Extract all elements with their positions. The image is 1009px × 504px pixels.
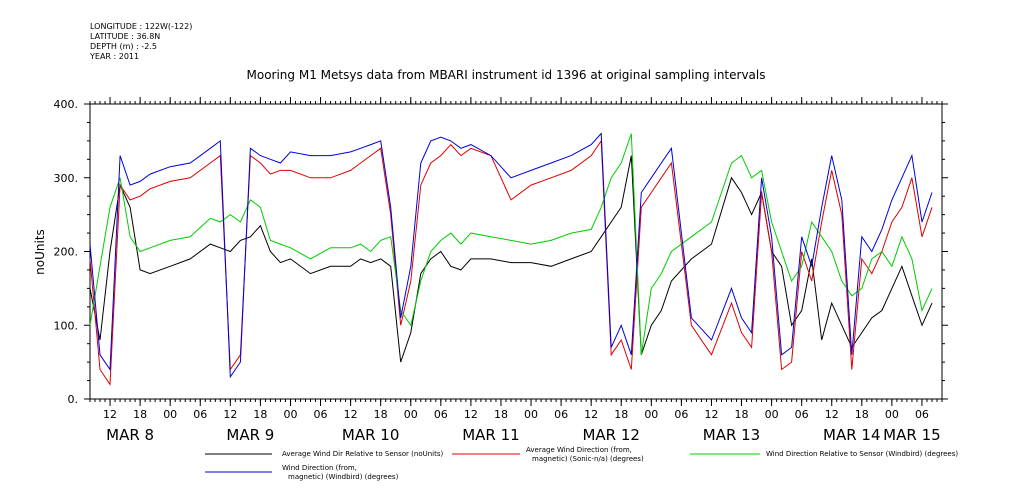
x-tick-label: 00 (524, 408, 538, 421)
x-tick-label: 18 (374, 408, 388, 421)
meta-longitude: LONGITUDE : 122W(-122) (90, 22, 193, 31)
y-tick-label: 400. (54, 98, 79, 111)
legend-label: Wind Direction Relative to Sensor (Windb… (766, 450, 958, 458)
meta-year: YEAR : 2011 (90, 52, 140, 61)
y-tick-label: 0. (68, 393, 79, 406)
meta-block: LONGITUDE : 122W(-122) LATITUDE : 36.8N … (90, 22, 192, 62)
chart-title: Mooring M1 Metsys data from MBARI instru… (246, 68, 766, 82)
x-day-label: MAR 15 (883, 426, 940, 444)
meta-depth: DEPTH (m) : -2.5 (90, 42, 157, 51)
x-tick-label: 00 (404, 408, 418, 421)
meta-latitude: LATITUDE : 36.8N (90, 32, 161, 41)
y-axis-label: noUnits (33, 229, 47, 275)
x-tick-label: 18 (494, 408, 508, 421)
x-day-label: MAR 8 (106, 426, 154, 444)
x-tick-label: 00 (283, 408, 297, 421)
x-tick-label: 18 (253, 408, 267, 421)
x-tick-label: 18 (735, 408, 749, 421)
x-day-label: MAR 14 (823, 426, 880, 444)
x-tick-label: 06 (915, 408, 929, 421)
legend-label: magnetic) (Windbird) (degrees) (288, 473, 399, 481)
x-tick-label: 18 (855, 408, 869, 421)
x-day-label: MAR 10 (342, 426, 399, 444)
x-tick-label: 00 (163, 408, 177, 421)
y-tick-label: 300. (54, 172, 79, 185)
legend: Average Wind Dir Relative to Sensor (noU… (205, 446, 958, 481)
x-tick-label: 06 (795, 408, 809, 421)
series-line (89, 133, 933, 355)
x-day-label: MAR 9 (226, 426, 274, 444)
x-tick-label: 12 (344, 408, 358, 421)
y-tick-label: 200. (54, 246, 79, 259)
x-tick-label: 06 (314, 408, 328, 421)
x-tick-label: 12 (103, 408, 117, 421)
legend-label: Wind Direction (from, (282, 464, 357, 472)
x-day-label: MAR 11 (462, 426, 519, 444)
x-tick-label: 06 (674, 408, 688, 421)
x-tick-label: 12 (825, 408, 839, 421)
series-line (89, 155, 933, 363)
x-tick-label: 12 (704, 408, 718, 421)
series-line (89, 132, 933, 379)
x-tick-label: 18 (614, 408, 628, 421)
x-tick-label: 06 (193, 408, 207, 421)
x-tick-label: 00 (765, 408, 779, 421)
x-tick-label: 06 (554, 408, 568, 421)
x-tick-label: 12 (464, 408, 478, 421)
legend-label: Average Wind Dir Relative to Sensor (noU… (282, 450, 443, 458)
x-day-label: MAR 13 (703, 426, 760, 444)
series-line (89, 139, 933, 386)
x-tick-label: 12 (584, 408, 598, 421)
x-tick-label: 12 (223, 408, 237, 421)
x-day-label: MAR 12 (582, 426, 639, 444)
legend-label: Average Wind Direction (from, (526, 446, 632, 454)
plot-area: 0. 100. 200. 300. 400. 12 18 00 06 12 18 00 06 12 18 00… (54, 97, 948, 444)
x-tick-label: 18 (133, 408, 147, 421)
x-tick-label: 06 (434, 408, 448, 421)
y-tick-label: 100. (54, 319, 79, 332)
x-tick-label: 00 (644, 408, 658, 421)
x-tick-label: 00 (885, 408, 899, 421)
legend-label: magnetic) (Sonic-n/a) (degrees) (532, 455, 644, 463)
